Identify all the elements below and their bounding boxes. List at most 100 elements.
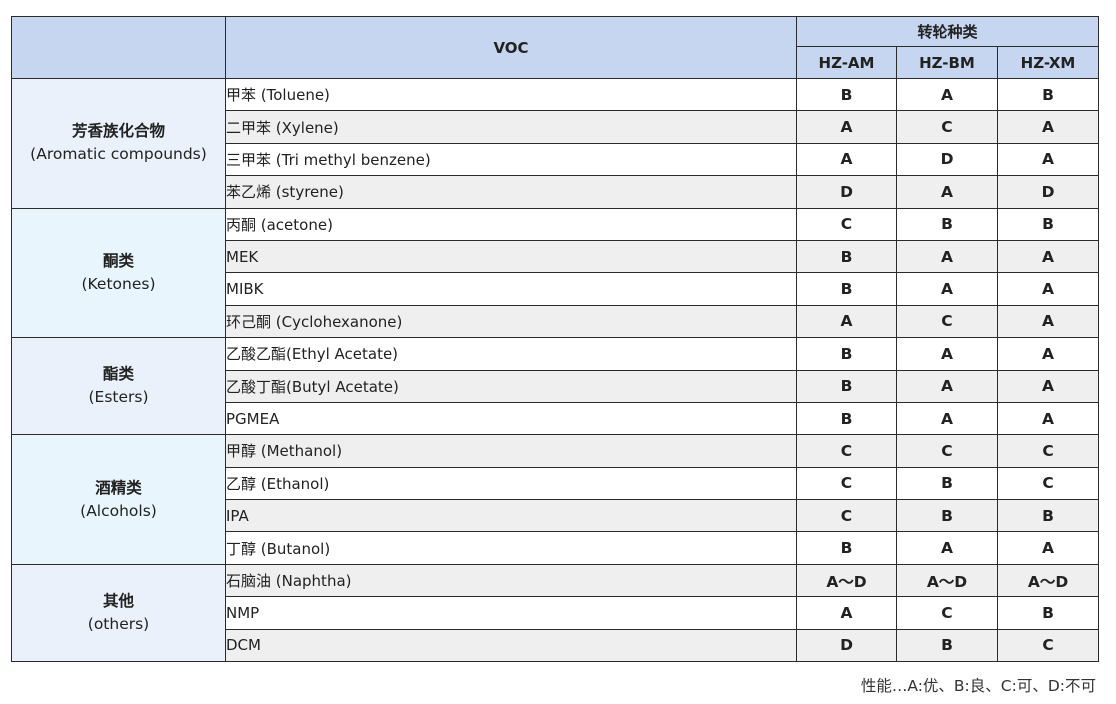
rotor-types-header: 转轮种类 (795, 16, 1100, 47)
table-row: 酒精类 (Alcohols) 甲醇 (Methanol) C C C (11, 434, 1100, 565)
rating-hz-bm: C (896, 596, 998, 630)
table-row: 酮类 (Ketones) 丙酮 (acetone) C B B (11, 207, 1100, 339)
rating-hz-am: A (796, 304, 897, 339)
category-cell: 其他 (others) (11, 563, 226, 663)
substance-name: MIBK (225, 272, 797, 306)
rating-hz-bm: B (896, 499, 998, 533)
table-row: 其他 (others) 石脑油 (Naphtha) A～D A～D A～D (11, 563, 1100, 663)
rating-hz-bm: B (896, 466, 998, 501)
rating-hz-am: A～D (796, 563, 897, 598)
table-row: 三甲苯 (Tri methyl benzene) A D A (12, 142, 1100, 177)
substance-name: PGMEA (225, 401, 797, 436)
rating-hz-am: C (796, 466, 897, 501)
category-name-cn: 酒精类 (95, 478, 142, 497)
rating-hz-xm: B (996, 77, 1100, 112)
category-name-cn: 其他 (102, 591, 134, 610)
rating-hz-am: B (796, 401, 897, 436)
rating-hz-bm: A (896, 369, 998, 403)
table-row: PGMEA B A A (12, 401, 1100, 436)
category-name-en: (Aromatic compounds) (30, 145, 207, 164)
rating-hz-am: B (796, 531, 897, 565)
voc-header: VOC (225, 16, 797, 79)
substance-name: 甲醇 (Methanol) (225, 434, 797, 468)
rating-hz-am: A (796, 142, 897, 177)
column-header-hz-bm: HZ-BM (896, 46, 998, 79)
category-name-en: (Esters) (88, 388, 149, 407)
category-cell: 酯类 (Esters) (11, 337, 226, 436)
table-row: 乙醇 (Ethanol) C B C (12, 466, 1100, 501)
table-row: 芳香族化合物 (Aromatic compounds) 甲苯 (Toluene) B A… (11, 77, 1100, 209)
rating-hz-xm: C (996, 628, 1100, 663)
rating-hz-xm: C (996, 434, 1100, 468)
rating-hz-am: B (796, 77, 897, 112)
rating-hz-xm: A (996, 401, 1100, 436)
substance-name: 石脑油 (Naphtha) (225, 563, 797, 598)
substance-name: DCM (225, 628, 797, 663)
rating-hz-bm: A (896, 77, 998, 112)
rating-hz-xm: A (996, 531, 1100, 565)
category-name-cn: 酯类 (102, 365, 134, 384)
rating-hz-xm: A (996, 304, 1100, 339)
rating-hz-bm: A (896, 239, 998, 274)
rating-hz-am: A (796, 596, 897, 630)
category-cell: 酒精类 (Alcohols) (11, 434, 226, 565)
substance-name: 三甲苯 (Tri methyl benzene) (225, 142, 797, 177)
category-cell: 酮类 (Ketones) (11, 207, 226, 339)
rating-hz-xm: A (996, 239, 1100, 274)
rating-hz-bm: B (896, 207, 998, 241)
substance-name: IPA (225, 499, 797, 533)
rating-hz-bm: C (896, 434, 998, 468)
rating-hz-xm: A (996, 272, 1100, 306)
table-row: MIBK B A A (12, 272, 1100, 306)
substance-name: 丁醇 (Butanol) (225, 531, 797, 565)
table-row: NMP A C B (12, 596, 1100, 630)
rating-hz-xm: A (996, 110, 1100, 144)
substance-name: 乙酸丁酯(Butyl Acetate) (225, 369, 797, 403)
table-row: 环己酮 (Cyclohexanone) A C A (12, 304, 1100, 339)
table-row: 乙酸丁酯(Butyl Acetate) B A A (12, 369, 1100, 403)
rating-hz-xm: D (996, 175, 1100, 209)
rating-hz-xm: A～D (996, 563, 1100, 598)
category-name-en: (Ketones) (81, 274, 156, 293)
table-row: DCM D B C (12, 628, 1100, 663)
rating-hz-xm: B (996, 207, 1100, 241)
rating-hz-xm: B (996, 596, 1100, 630)
table-row: 二甲苯 (Xylene) A C A (12, 110, 1100, 144)
substance-name: 乙酸乙酯(Ethyl Acetate) (225, 337, 797, 371)
column-header-hz-xm: HZ-XM (996, 46, 1100, 79)
rating-hz-bm: A (896, 272, 998, 306)
rating-hz-bm: B (896, 628, 998, 663)
rating-hz-am: D (796, 175, 897, 209)
rating-hz-am: B (796, 369, 897, 403)
performance-legend-footnote: 性能…A:优、B:良、C:可、D:不可 (860, 677, 1096, 695)
rating-hz-bm: A～D (896, 563, 998, 598)
table-row: 丁醇 (Butanol) B A A (12, 531, 1100, 565)
rating-hz-bm: A (896, 337, 998, 371)
substance-name: 环己酮 (Cyclohexanone) (225, 304, 797, 339)
rating-hz-am: C (796, 434, 897, 468)
rating-hz-am: D (796, 628, 897, 663)
substance-name: 丙酮 (acetone) (225, 207, 797, 241)
substance-name: 苯乙烯 (styrene) (225, 175, 797, 209)
table-body: 芳香族化合物 (Aromatic compounds) 甲苯 (Toluene) B A… (11, 77, 1100, 663)
rating-hz-bm: C (896, 110, 998, 144)
rating-hz-am: C (796, 499, 897, 533)
substance-name: MEK (225, 239, 797, 274)
table-row: 酯类 (Esters) 乙酸乙酯(Ethyl Acetate) B A A (11, 337, 1100, 436)
rating-hz-bm: A (896, 175, 998, 209)
rating-hz-bm: A (896, 531, 998, 565)
rating-hz-am: C (796, 207, 897, 241)
category-name-en: (others) (87, 614, 150, 633)
rating-hz-xm: A (996, 369, 1100, 403)
substance-name: 二甲苯 (Xylene) (225, 110, 797, 144)
category-header-cell (11, 16, 226, 79)
rating-hz-xm: B (996, 499, 1100, 533)
rating-hz-am: A (796, 110, 897, 144)
substance-name: 甲苯 (Toluene) (225, 77, 797, 112)
rating-hz-am: B (796, 337, 897, 371)
rating-hz-bm: A (896, 401, 998, 436)
table-row: IPA C B B (12, 499, 1100, 533)
category-cell: 芳香族化合物 (Aromatic compounds) (11, 78, 226, 209)
voc-performance-table: VOC 转轮种类 HZ-AM HZ-BM HZ-XM 芳香族化合物 (Aromat… (11, 16, 1100, 663)
rating-hz-xm: C (996, 466, 1100, 501)
